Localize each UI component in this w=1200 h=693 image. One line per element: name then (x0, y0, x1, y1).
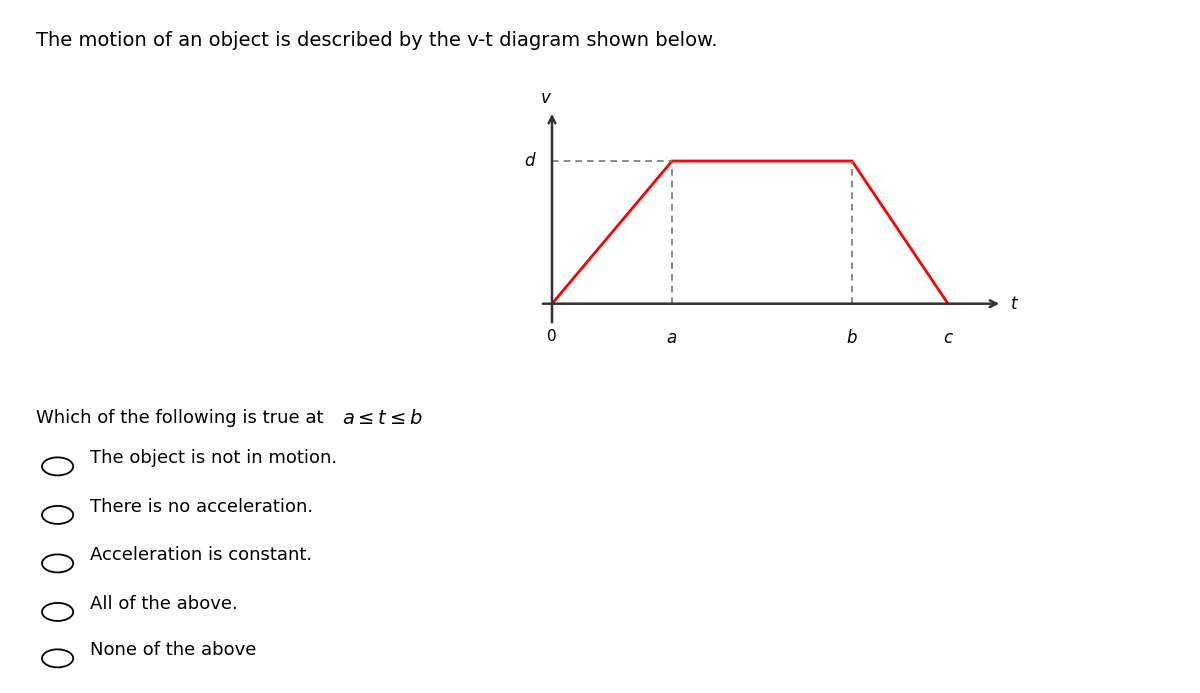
Text: $v$: $v$ (540, 89, 552, 107)
Text: There is no acceleration.: There is no acceleration. (90, 498, 313, 516)
Text: 0: 0 (547, 329, 557, 344)
Text: $t$: $t$ (1010, 295, 1020, 313)
Text: $a$: $a$ (666, 329, 678, 347)
Text: None of the above: None of the above (90, 641, 257, 659)
Text: The motion of an object is described by the v-t diagram shown below.: The motion of an object is described by … (36, 31, 718, 50)
Text: The object is not in motion.: The object is not in motion. (90, 449, 337, 467)
Text: $b$: $b$ (846, 329, 858, 347)
Text: $c$: $c$ (942, 329, 954, 347)
Text: Which of the following is true at: Which of the following is true at (36, 409, 329, 427)
Text: Acceleration is constant.: Acceleration is constant. (90, 546, 312, 564)
Text: $a \leq t \leq b$: $a \leq t \leq b$ (342, 409, 422, 428)
Text: $d$: $d$ (523, 152, 536, 170)
Text: All of the above.: All of the above. (90, 595, 238, 613)
